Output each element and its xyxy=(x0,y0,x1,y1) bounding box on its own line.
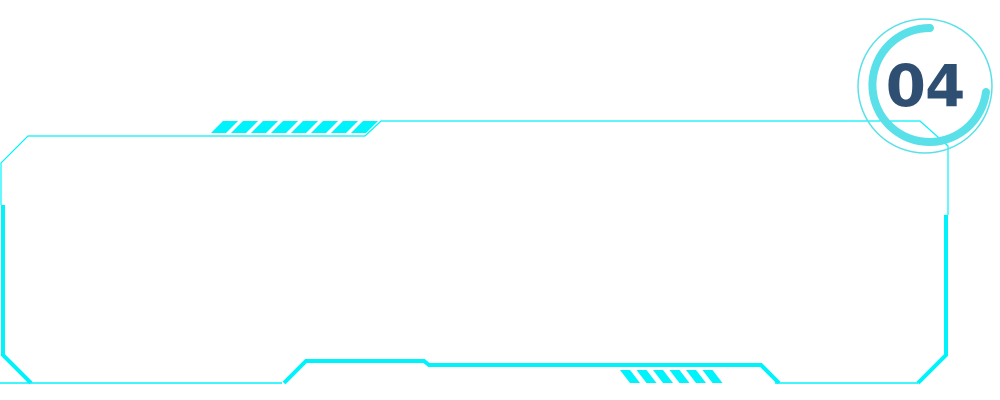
stripe xyxy=(669,370,690,383)
stripe xyxy=(636,370,657,383)
stripe xyxy=(351,121,378,133)
stripe xyxy=(291,121,318,133)
bottom-stripes xyxy=(620,370,723,383)
frame-left-thick xyxy=(1,205,33,385)
stripe xyxy=(271,121,298,133)
badge-outer-ring xyxy=(857,18,993,154)
badge-number: 04 xyxy=(885,52,966,120)
stripe xyxy=(311,121,338,133)
top-stripes xyxy=(211,121,378,133)
frame-bottom-notch xyxy=(282,359,781,385)
frame-right-thick xyxy=(916,215,948,385)
stripe xyxy=(686,370,706,383)
stripe xyxy=(211,121,238,133)
frame-top-line xyxy=(0,120,949,215)
badge-progress-arc xyxy=(868,23,990,146)
stripe xyxy=(231,121,258,133)
stripe xyxy=(653,370,673,383)
stripe xyxy=(620,370,640,383)
stripe xyxy=(702,370,723,383)
stripe xyxy=(251,121,278,133)
stripe xyxy=(331,121,358,133)
